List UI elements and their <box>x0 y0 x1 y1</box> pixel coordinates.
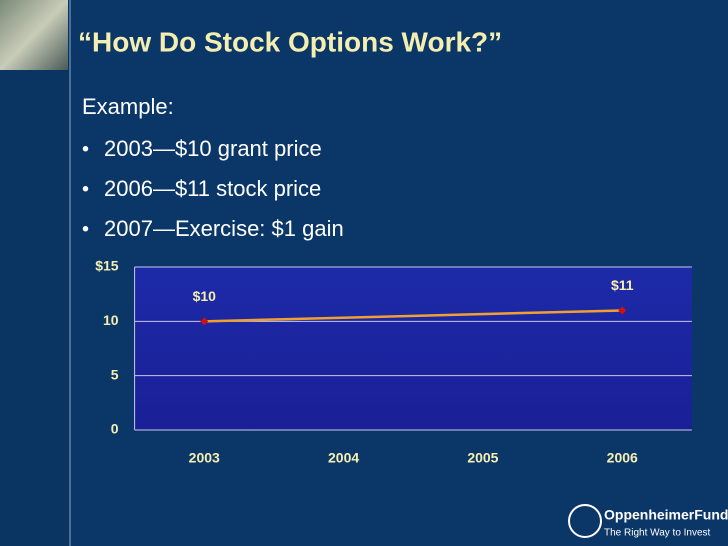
x-tick-label: 2006 <box>607 450 638 466</box>
y-tick-label: 10 <box>103 312 119 328</box>
y-tick-label: 0 <box>111 421 119 437</box>
slide-title: “How Do Stock Options Work?” <box>78 26 502 57</box>
marker <box>200 317 209 326</box>
y-tick-label: $15 <box>95 258 119 274</box>
logo-icon <box>568 504 602 538</box>
intro: Example: <box>82 94 174 119</box>
bullet-dot: • <box>82 218 89 240</box>
y-tick-label: 5 <box>111 366 119 382</box>
corner-image <box>0 0 68 70</box>
bullet-dot: • <box>82 178 89 200</box>
x-tick-label: 2004 <box>328 450 359 466</box>
bullet: 2007—Exercise: $1 gain <box>104 216 344 241</box>
plot-area <box>134 267 692 430</box>
left-strip <box>0 0 70 546</box>
line <box>204 309 623 323</box>
bullet: 2003—$10 grant price <box>104 136 322 161</box>
data-label: $11 <box>611 277 634 293</box>
x-tick-label: 2005 <box>467 450 498 466</box>
x-tick-label: 2003 <box>189 450 220 466</box>
logo: OppenheimerFunds The Right Way to Invest <box>568 504 728 539</box>
bullet-dot: • <box>82 138 89 160</box>
bullet: 2006—$11 stock price <box>104 176 321 201</box>
data-label: $10 <box>193 288 217 304</box>
logo-name: OppenheimerFunds <box>604 507 728 523</box>
marker <box>618 306 627 315</box>
logo-tagline: The Right Way to Invest <box>604 528 711 539</box>
